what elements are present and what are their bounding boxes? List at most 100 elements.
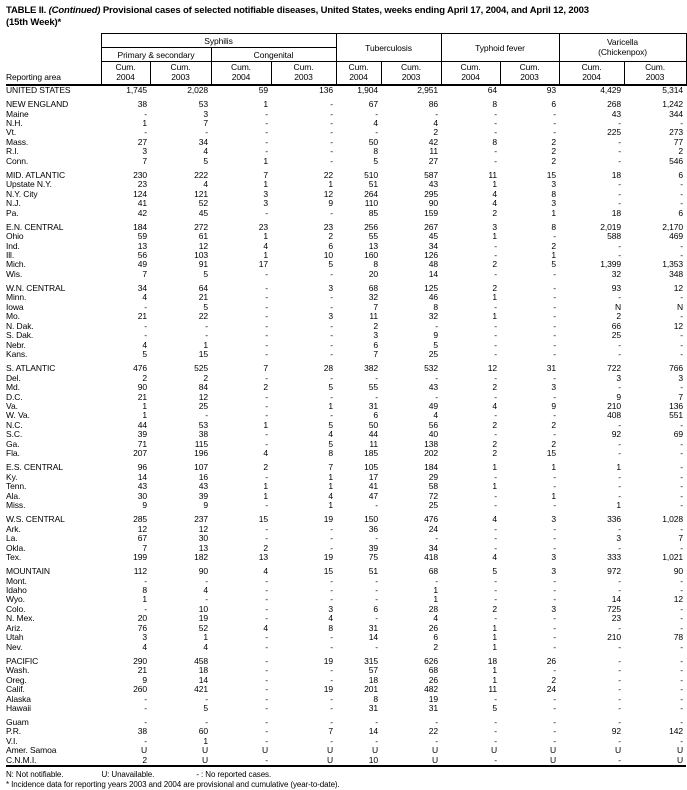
table-row: Minn. 4 21 - - 32 46 1 - - - <box>6 293 686 302</box>
table-row: Nebr. 4 1 - - 6 5 - - - - <box>6 341 686 350</box>
value-cell: 42 <box>137 208 147 218</box>
value-cell: 15 <box>258 515 268 525</box>
value-cell: - <box>330 595 333 605</box>
value-cell: 4 <box>328 430 333 440</box>
table-row: Miss. 9 9 - 1 - 25 - - 1 - <box>6 501 686 510</box>
value-cell: 5 <box>328 260 333 270</box>
value-cell: 23 <box>323 222 333 232</box>
value-cell: - <box>330 718 333 728</box>
value-cell: 4 <box>203 147 208 157</box>
table-row: Mich. 49 91 17 5 8 48 2 5 1,399 1,353 <box>6 260 686 269</box>
value-cell: 22 <box>323 170 333 180</box>
value-cell: 2 <box>263 463 268 473</box>
value-cell: - <box>680 293 684 303</box>
value-cell: 722 <box>607 364 622 374</box>
value-cell: - <box>375 718 378 728</box>
cum-2003-header: Cum. 2003 <box>270 61 337 86</box>
value-cell: - <box>553 501 557 511</box>
table-row: W. Va. 1 - - - 6 4 - - 408 551 <box>6 411 686 420</box>
value-cell: 1,353 <box>662 260 684 270</box>
reporting-area-cell: W.S. CENTRAL <box>6 515 65 525</box>
value-cell: - <box>494 585 498 595</box>
value-cell: 20 <box>137 614 147 624</box>
reporting-area-cell: Wash. <box>6 666 30 676</box>
value-cell: 8 <box>551 222 557 232</box>
table-row: Ill. 56 103 1 10 160 126 - 1 - - <box>6 251 686 260</box>
table-row: N.C. 44 53 1 5 50 56 2 2 - - <box>6 421 686 430</box>
value-cell: - <box>494 576 498 586</box>
value-cell: - <box>618 736 622 746</box>
value-cell: 4 <box>203 585 208 595</box>
value-cell: 2 <box>433 128 439 138</box>
value-cell: 3 <box>203 109 208 119</box>
value-cell: - <box>265 534 268 544</box>
value-cell: 75 <box>368 553 378 562</box>
value-cell: U <box>431 746 439 756</box>
value-cell: 19 <box>428 694 439 704</box>
value-cell: 3 <box>551 199 557 209</box>
value-cell: 510 <box>364 170 378 180</box>
value-cell: - <box>265 524 268 534</box>
value-cell: 44 <box>368 430 378 440</box>
value-cell: 6 <box>373 411 378 421</box>
value-cell: 90 <box>428 199 439 209</box>
reporting-area-cell: E.S. CENTRAL <box>6 463 63 473</box>
value-cell: - <box>680 180 684 190</box>
value-cell: - <box>494 251 498 261</box>
value-cell: 12 <box>673 595 684 605</box>
value-cell: 4 <box>492 515 498 525</box>
value-cell: 31 <box>368 703 378 713</box>
value-cell: - <box>265 585 268 595</box>
value-cell: 8 <box>328 449 333 459</box>
value-cell: 210 <box>607 402 622 412</box>
value-cell: 3 <box>142 633 147 643</box>
value-cell: 2 <box>492 604 498 614</box>
reporting-area-cell: Tenn. <box>6 482 27 492</box>
value-cell: 9 <box>142 501 147 511</box>
table-row: MID. ATLANTIC 230 222 7 22 510 587 11 15 18 6 <box>6 171 686 180</box>
reporting-area-cell: Pa. <box>6 208 19 218</box>
value-cell: - <box>618 524 622 534</box>
value-cell: 126 <box>424 251 439 261</box>
value-cell: 5 <box>551 260 557 270</box>
value-cell: U <box>549 755 557 765</box>
value-cell: 4 <box>328 491 333 501</box>
value-cell: 16 <box>198 472 208 482</box>
value-cell: 225 <box>607 128 622 138</box>
value-cell: 2 <box>678 147 684 157</box>
value-cell: 4 <box>203 642 208 652</box>
value-cell: 18 <box>368 675 378 685</box>
value-cell: - <box>680 340 684 350</box>
value-cell: 68 <box>428 567 439 577</box>
value-cell: 11 <box>369 439 378 449</box>
table-header: Reporting area Syphilis Tuberculosis Typ… <box>6 33 687 86</box>
value-cell: 13 <box>198 543 208 553</box>
value-cell: 12 <box>487 364 498 374</box>
value-cell: - <box>375 642 378 652</box>
value-cell: 76 <box>137 623 147 633</box>
value-cell: 8 <box>551 189 557 199</box>
value-cell: - <box>144 109 147 119</box>
value-cell: - <box>553 109 557 119</box>
value-cell: - <box>265 755 268 765</box>
value-cell: 230 <box>133 170 147 180</box>
value-cell: - <box>680 491 684 501</box>
value-cell: - <box>330 293 333 303</box>
value-cell: - <box>265 703 268 713</box>
table-row: Ky. 14 16 - 1 17 29 - - - - <box>6 473 686 482</box>
value-cell: 50 <box>368 137 378 147</box>
value-cell: - <box>680 524 684 534</box>
value-cell: 348 <box>669 269 684 279</box>
value-cell: 9 <box>203 501 208 511</box>
value-cell: 626 <box>424 656 439 666</box>
value-cell: - <box>265 642 268 652</box>
table-row: Ohio 59 61 1 2 55 45 1 - 588 469 <box>6 232 686 241</box>
table-row: La. 67 30 - - - - - - 3 7 <box>6 534 686 543</box>
value-cell: - <box>330 331 333 341</box>
table-title: TABLE II. (Continued) Provisional cases … <box>6 5 684 28</box>
value-cell: 4 <box>263 567 268 577</box>
value-cell: 24 <box>428 524 439 534</box>
value-cell: - <box>265 293 268 303</box>
value-cell: 2 <box>492 260 498 270</box>
value-cell: 53 <box>198 100 208 110</box>
